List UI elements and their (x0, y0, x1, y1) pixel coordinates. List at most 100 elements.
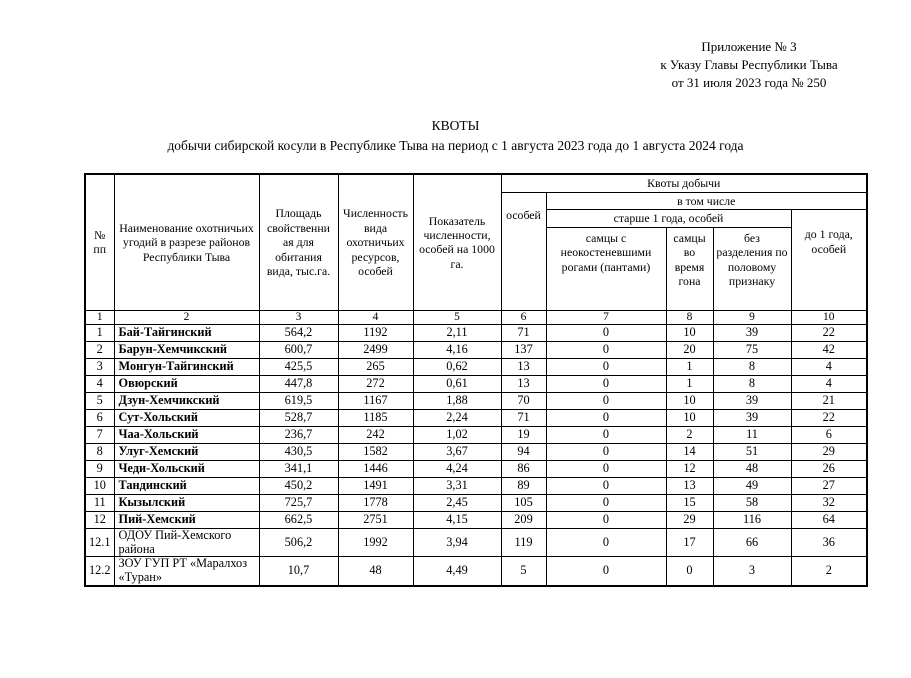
row-number-cell: 9 (84, 459, 115, 478)
annex-line-1: Приложение № 3 (701, 39, 797, 54)
value-cell: 20 (665, 340, 714, 359)
district-name-cell: Барун-Хемчикский (113, 340, 260, 359)
value-cell: 58 (712, 493, 792, 512)
value-cell: 4 (790, 374, 868, 393)
value-cell: 0 (545, 408, 667, 427)
value-cell: 4,15 (412, 510, 502, 529)
value-cell: 49 (712, 476, 792, 495)
value-cell: 22 (790, 323, 868, 342)
value-cell: 89 (500, 476, 547, 495)
value-cell: 564,2 (258, 323, 339, 342)
value-cell: 341,1 (258, 459, 339, 478)
header-row-3: старше 1 года, особей до 1 года, особей (85, 209, 868, 311)
value-cell: 17 (665, 527, 714, 558)
value-cell: 66 (712, 527, 792, 558)
value-cell: 15 (665, 493, 714, 512)
row-number-cell: 6 (84, 408, 115, 427)
row-number-cell: 3 (84, 357, 115, 376)
district-name-cell: Пий-Хемский (113, 510, 260, 529)
value-cell: 39 (712, 408, 792, 427)
row-number-cell: 8 (84, 442, 115, 461)
table-row: 12.2 ЗОУ ГУП РТ «Маралхоз «Туран» 10,7 48 4,… (84, 556, 868, 587)
group-header-older: старше 1 года, особей (545, 209, 792, 228)
row-number-cell: 12 (84, 510, 115, 529)
col-header-osobey: особей (500, 192, 547, 311)
value-cell: 1491 (337, 476, 414, 495)
annex-line-2: к Указу Главы Республики Тыва (660, 57, 838, 73)
row-number-cell: 1 (84, 323, 115, 342)
value-cell: 3,67 (412, 442, 502, 461)
value-cell: 32 (790, 493, 868, 512)
value-cell: 619,5 (258, 391, 339, 410)
table-row: 8 Улуг-Хемский 430,5 1582 3,67 94 0 14 51 29 (84, 442, 868, 461)
value-cell: 2,11 (412, 323, 502, 342)
table-body: 1 Бай-Тайгинский 564,2 1192 2,11 71 0 10 39 22 2 Ба… (84, 323, 868, 587)
value-cell: 528,7 (258, 408, 339, 427)
column-number: 8 (665, 309, 714, 325)
value-cell: 3,94 (412, 527, 502, 558)
district-name-cell: Бай-Тайгинский (113, 323, 260, 342)
value-cell: 119 (500, 527, 547, 558)
value-cell: 1446 (337, 459, 414, 478)
col-header-population: Численность вида охотничьих ресурсов, ос… (337, 173, 414, 311)
title-line-1: КВОТЫ (431, 117, 480, 133)
value-cell: 1778 (337, 493, 414, 512)
header-row-1: № пп Наименование охотничьих угодий в ра… (84, 173, 868, 311)
district-name-cell: ОДОУ Пий-Хемского района (113, 527, 260, 558)
value-cell: 265 (337, 357, 414, 376)
value-cell: 242 (337, 425, 414, 444)
row-number-cell: 10 (84, 476, 115, 495)
value-cell: 13 (500, 357, 547, 376)
value-cell: 8 (712, 357, 792, 376)
group-header-including: в том числе (545, 192, 868, 211)
table-row: 11 Кызылский 725,7 1778 2,45 105 0 15 58 32 (84, 493, 868, 512)
row-number-cell: 4 (84, 374, 115, 393)
column-number: 3 (258, 309, 339, 325)
value-cell: 2,45 (412, 493, 502, 512)
value-cell: 0 (545, 442, 667, 461)
value-cell: 94 (500, 442, 547, 461)
value-cell: 39 (712, 323, 792, 342)
table-row: 12.1 ОДОУ Пий-Хемского района 506,2 1992 3,9… (84, 527, 868, 558)
value-cell: 22 (790, 408, 868, 427)
district-name-cell: Монгун-Тайгинский (113, 357, 260, 376)
value-cell: 48 (337, 556, 414, 587)
value-cell: 14 (665, 442, 714, 461)
value-cell: 11 (712, 425, 792, 444)
value-cell: 1 (665, 357, 714, 376)
table-row: 4 Овюрский 447,8 272 0,61 13 0 1 8 4 (84, 374, 868, 393)
value-cell: 71 (500, 323, 547, 342)
document-title: КВОТЫ добычи сибирской косули в Республи… (0, 116, 911, 157)
table-row: 3 Монгун-Тайгинский 425,5 265 0,62 13 0 1 8 4 (84, 357, 868, 376)
column-number: 5 (412, 309, 502, 325)
value-cell: 0 (545, 357, 667, 376)
value-cell: 0 (545, 556, 667, 587)
value-cell: 29 (665, 510, 714, 529)
district-name-cell: Тандинский (113, 476, 260, 495)
value-cell: 0,62 (412, 357, 502, 376)
value-cell: 2 (790, 556, 868, 587)
value-cell: 116 (712, 510, 792, 529)
row-number-cell: 2 (84, 340, 115, 359)
value-cell: 8 (712, 374, 792, 393)
value-cell: 0 (545, 340, 667, 359)
table-row: 1 Бай-Тайгинский 564,2 1192 2,11 71 0 10 39 22 (84, 323, 868, 342)
value-cell: 0 (545, 374, 667, 393)
group-header-quota: Квоты добычи (500, 173, 868, 194)
value-cell: 2751 (337, 510, 414, 529)
value-cell: 70 (500, 391, 547, 410)
table-row: 10 Тандинский 450,2 1491 3,31 89 0 13 49 27 (84, 476, 868, 495)
value-cell: 10 (665, 408, 714, 427)
value-cell: 0 (545, 391, 667, 410)
value-cell: 0 (545, 527, 667, 558)
col-header-males-rut: самцы во время гона (665, 226, 714, 311)
annex-block: Приложение № 3 к Указу Главы Республики … (599, 38, 899, 93)
value-cell: 48 (712, 459, 792, 478)
header-row-4: самцы с неокостеневшими рогами (пантами)… (85, 226, 867, 311)
row-number-cell: 12.1 (84, 527, 115, 558)
value-cell: 0,61 (412, 374, 502, 393)
value-cell: 4,16 (412, 340, 502, 359)
value-cell: 86 (500, 459, 547, 478)
value-cell: 29 (790, 442, 868, 461)
value-cell: 1992 (337, 527, 414, 558)
